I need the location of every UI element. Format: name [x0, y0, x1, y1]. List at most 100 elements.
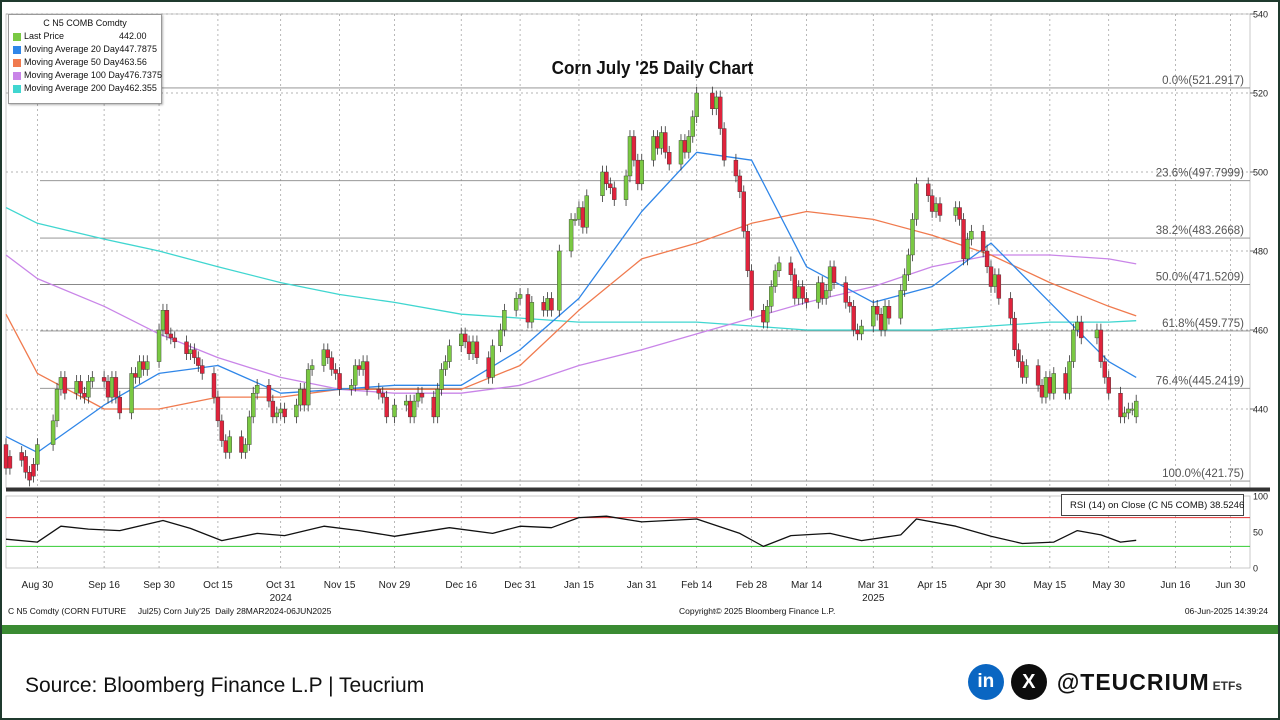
candle-body	[929, 195, 935, 212]
candle-body	[965, 238, 970, 260]
candle-body	[129, 373, 134, 414]
candle-body	[851, 306, 856, 331]
candle-body	[961, 219, 966, 260]
candle-body	[380, 393, 385, 398]
candle-body	[1075, 321, 1080, 331]
candle-body	[364, 361, 370, 390]
x-tick-label: Apr 30	[976, 580, 1006, 591]
candle-body	[196, 357, 201, 366]
candle-body	[305, 369, 311, 406]
candle-body	[239, 436, 244, 453]
linkedin-icon[interactable]: in	[967, 664, 1004, 700]
legend-swatch	[13, 84, 21, 93]
x-icon[interactable]: X	[1010, 664, 1047, 700]
candle-body	[1122, 412, 1127, 418]
x-tick-label: Jan 15	[564, 580, 594, 591]
chart-title: Corn July '25 Daily Chart	[551, 58, 754, 78]
candle-body	[741, 191, 746, 232]
candle-body	[710, 92, 715, 110]
candle-body	[419, 393, 425, 398]
candle-body	[1098, 329, 1104, 362]
fib-label: 76.4%(445.2419)	[1156, 375, 1244, 387]
candle-body	[749, 270, 754, 311]
candle-body	[294, 404, 299, 418]
rsi-label: RSI (14) on Close (C N5 COMB) 38.5246	[1070, 499, 1245, 511]
candle-body	[415, 393, 421, 402]
y-tick-label: 500	[1253, 168, 1268, 178]
candlesticks	[3, 86, 1139, 487]
footer-security-info: C N5 Comdty (CORN FUTURE Jul25) Corn Jul…	[8, 606, 332, 616]
candle-body	[655, 136, 660, 149]
candle-body	[796, 286, 801, 299]
legend-item-value: 447.7875	[119, 44, 157, 54]
candle-body	[1008, 298, 1013, 319]
legend-item: Moving Average 100 Day 476.7375	[13, 69, 162, 82]
candle-body	[659, 132, 664, 149]
x-tick-label: Dec 31	[504, 580, 536, 591]
x-year-label: 2024	[270, 593, 293, 604]
x-tick-label: Apr 15	[917, 580, 947, 591]
candle-body	[953, 207, 958, 216]
candle-body	[827, 266, 833, 291]
candle-body	[549, 298, 554, 311]
candle-body	[470, 341, 476, 354]
x-tick-label: May 30	[1092, 580, 1125, 591]
candle-body	[1094, 329, 1100, 339]
footer-copyright: Copyright© 2025 Bloomberg Finance L.P.	[679, 606, 836, 616]
candle-body	[765, 306, 770, 323]
candle-body	[443, 361, 448, 370]
candle-body	[90, 377, 95, 382]
rsi-panel-border	[5, 495, 1251, 569]
candle-body	[871, 306, 876, 327]
x-year-label: 2025	[862, 593, 885, 604]
candle-body	[874, 306, 880, 315]
candle-body	[227, 436, 232, 453]
candle-body	[769, 286, 774, 307]
candle-body	[898, 290, 903, 319]
x-tick-label: Nov 15	[324, 580, 356, 591]
rsi-label-box: RSI (14) on Close (C N5 COMB) 38.5246	[1061, 494, 1244, 516]
candle-body	[447, 345, 452, 362]
candle-body	[392, 404, 397, 418]
candle-body	[160, 310, 166, 331]
legend-item-value: 463.56	[119, 57, 147, 67]
axes: Aug 30 Sep 16 Sep 30 Oct 15 Oct 31 Nov 15 Nov …	[22, 10, 1268, 605]
candle-body	[74, 381, 79, 394]
candle-body	[667, 152, 672, 165]
candle-body	[19, 452, 24, 461]
footer-timestamp: 06-Jun-2025 14:39:24	[1184, 606, 1268, 616]
candle-body	[651, 136, 656, 161]
candle-body	[101, 377, 107, 382]
ma-50-line	[5, 210, 1137, 410]
brand-handle: @TEUCRIUM	[1056, 668, 1210, 695]
candle-body	[988, 266, 994, 287]
candle-body	[690, 116, 695, 137]
candle-body	[502, 310, 507, 331]
y-tick-label: 480	[1253, 247, 1268, 257]
candle-body	[1012, 317, 1017, 350]
legend-item-name: Moving Average 50 Day	[24, 57, 120, 67]
candle-body	[302, 389, 307, 406]
candle-body	[498, 329, 503, 347]
candle-body	[1047, 377, 1053, 394]
candle-body	[117, 396, 123, 414]
candle-body	[274, 412, 279, 418]
ma-100-line	[5, 254, 1137, 394]
legend-swatch	[13, 71, 21, 80]
candle-body	[517, 294, 523, 299]
candle-body	[141, 361, 146, 370]
candle-body	[408, 400, 413, 418]
candle-body	[957, 207, 962, 220]
candle-body	[663, 132, 668, 153]
legend-item-name: Moving Average 20 Day	[24, 44, 120, 54]
candle-body	[62, 377, 68, 394]
ma-200-line	[5, 207, 1137, 331]
candle-body	[604, 171, 609, 185]
candle-body	[329, 357, 334, 370]
candle-body	[211, 373, 217, 398]
candle-body	[612, 187, 617, 200]
x-tick-label: Dec 16	[445, 580, 477, 591]
candle-body	[1016, 349, 1021, 362]
candle-body	[439, 369, 444, 390]
